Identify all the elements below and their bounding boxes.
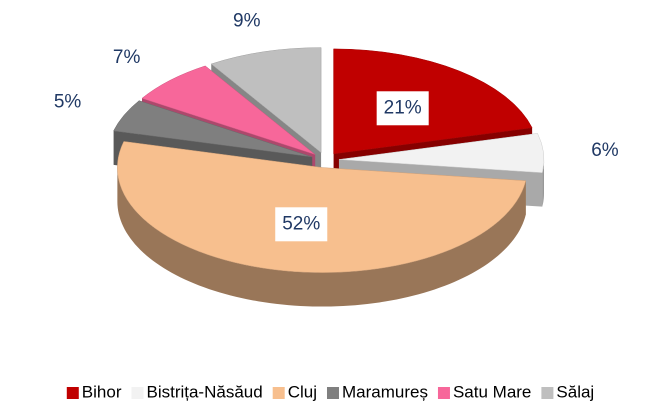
legend-swatch	[437, 387, 450, 399]
data-label: 7%	[113, 47, 141, 68]
legend-swatch	[272, 387, 285, 399]
legend-label: Cluj	[288, 382, 317, 401]
slice	[210, 47, 322, 154]
slice	[113, 100, 313, 158]
data-label-group: 6%	[591, 140, 619, 161]
slice	[333, 48, 533, 155]
data-label: 9%	[233, 11, 261, 32]
data-label: 52%	[282, 213, 320, 234]
data-label: 6%	[591, 140, 619, 161]
data-label-group: 9%	[233, 11, 261, 32]
data-label-group: 5%	[54, 92, 82, 113]
data-label-group: 7%	[113, 47, 141, 68]
legend-swatch	[541, 387, 554, 399]
data-label-group: 52%	[275, 207, 328, 242]
legend-label: Sălaj	[556, 382, 594, 401]
legend-swatch	[131, 387, 144, 399]
legend-label: Bihor	[82, 382, 122, 401]
data-label-box	[275, 207, 328, 242]
legend: Bihor Bistrița-Năsăud Cluj Maramureș Satu Ma…	[66, 382, 594, 401]
data-label: 5%	[54, 92, 82, 113]
legend-swatch	[326, 387, 339, 399]
slice	[338, 133, 545, 173]
data-label-group: 21%	[376, 91, 429, 126]
data-label-box	[376, 91, 429, 126]
legend-label: Maramureș	[342, 382, 428, 401]
legend-label: Bistrița-Năsăud	[146, 382, 262, 401]
slice	[141, 65, 316, 155]
slice	[117, 141, 527, 273]
legend-swatch	[66, 387, 79, 399]
data-label: 21%	[384, 97, 422, 118]
legend-label: Satu Mare	[453, 382, 531, 401]
slice-side	[117, 167, 526, 307]
